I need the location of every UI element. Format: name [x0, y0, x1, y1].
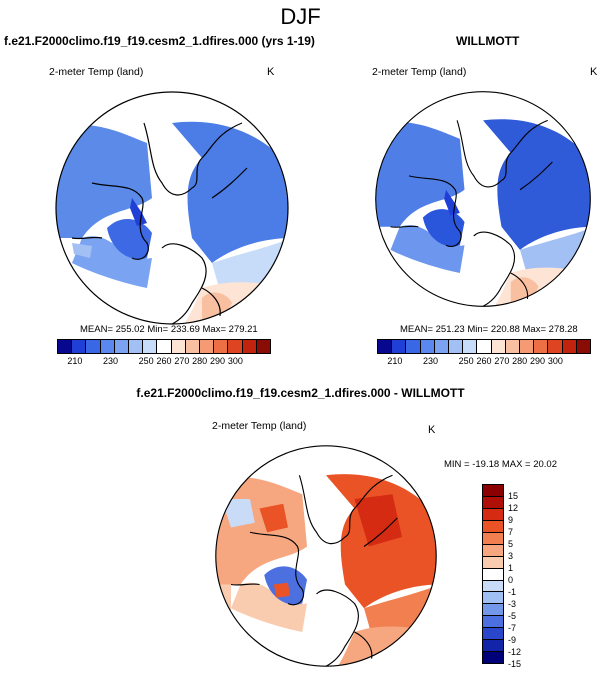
colorbar-tick-label: -9 [508, 635, 517, 645]
colorbar-swatch [114, 340, 130, 353]
colorbar-swatch [463, 340, 478, 353]
colorbar-swatch [420, 340, 435, 353]
colorbar-swatch [483, 544, 503, 557]
colorbar-tick-label: -1 [508, 587, 517, 597]
colorbar-swatch [483, 496, 503, 509]
colorbar-swatch [576, 340, 591, 353]
colorbar-swatch [483, 640, 503, 653]
diff-panel-case-title: f.e21.F2000climo.f19_f19.cesm2_1.dfires.… [136, 386, 465, 400]
colorbar-tick-label: 290 [209, 356, 226, 366]
colorbar-swatch [256, 340, 271, 353]
colorbar-tick-label: 15 [508, 491, 519, 501]
colorbar-swatch [483, 568, 503, 581]
colorbar-tick-label: 0 [508, 575, 514, 585]
colorbar-swatch [129, 340, 144, 353]
colorbar-tick-label: 270 [494, 356, 510, 366]
panel-1-colorbar-ticks: 210 230 250 260 270 280 290 300 [57, 356, 271, 368]
colorbar-tick-label: 300 [547, 356, 563, 366]
colorbar-tick-label: 280 [192, 356, 208, 366]
colorbar-swatch [242, 340, 257, 353]
panel-2-stats: MEAN= 251.23 Min= 220.88 Max= 278.28 [400, 324, 578, 335]
colorbar-swatch [483, 532, 503, 545]
colorbar-tick-label: 5 [508, 539, 514, 549]
colorbar-swatch [228, 340, 243, 353]
colorbar-swatch [406, 340, 421, 353]
diff-panel-units-label: K [428, 424, 436, 436]
colorbar-swatch [505, 340, 521, 353]
colorbar-tick-label: 1 [508, 563, 514, 573]
colorbar-swatch [534, 340, 549, 353]
colorbar-tick-label: 3 [508, 551, 514, 561]
colorbar-swatch [483, 592, 503, 605]
colorbar-tick-label: 300 [227, 356, 243, 366]
diff-panel-polar-map [215, 445, 437, 667]
panel-2-variable-label: 2-meter Temp (land) [372, 66, 467, 78]
panel-1-variable-label: 2-meter Temp (land) [49, 66, 144, 78]
colorbar-swatch [520, 340, 535, 353]
colorbar-tick-label: -3 [508, 599, 517, 609]
colorbar-tick-label: 260 [156, 356, 172, 366]
colorbar-tick-label: 210 [67, 356, 83, 366]
diff-panel-stats: MIN = -19.18 MAX = 20.02 [444, 459, 558, 470]
colorbar-swatch [483, 580, 503, 593]
panel-1-stats: MEAN= 255.02 Min= 233.69 Max= 279.21 [80, 324, 258, 335]
colorbar-swatch [483, 520, 503, 533]
main-title: DJF [280, 4, 321, 29]
colorbar-swatch [483, 628, 503, 641]
colorbar-swatch [483, 485, 503, 497]
colorbar-tick-label: 280 [512, 356, 528, 366]
panel-2-colorbar [377, 339, 591, 354]
colorbar-swatch [72, 340, 87, 353]
colorbar-tick-label: 260 [476, 356, 492, 366]
panel-1-case-title: f.e21.F2000climo.f19_f19.cesm2_1.dfires.… [4, 34, 315, 48]
colorbar-swatch [562, 340, 577, 353]
colorbar-swatch [86, 340, 101, 353]
colorbar-tick-label: 7 [508, 527, 514, 537]
colorbar-swatch [157, 340, 172, 353]
panel-2-case-title: WILLMOTT [456, 34, 520, 48]
colorbar-tick-label: 230 [102, 356, 119, 366]
colorbar-swatch [483, 556, 503, 569]
colorbar-tick-label: 270 [174, 356, 190, 366]
colorbar-tick-label: 250 [458, 356, 474, 366]
colorbar-swatch [378, 340, 393, 353]
colorbar-swatch [171, 340, 186, 353]
colorbar-tick-label: 230 [422, 356, 439, 366]
panel-2-units-label: K [590, 66, 598, 78]
diff-colorbar [482, 484, 504, 664]
colorbar-tick-label: 290 [529, 356, 546, 366]
colorbar-swatch [483, 604, 503, 617]
colorbar-tick-label: -7 [508, 623, 517, 633]
colorbar-swatch [185, 340, 201, 353]
colorbar-swatch [483, 616, 503, 629]
panel-1-colorbar [57, 339, 271, 354]
colorbar-tick-label: 12 [508, 503, 519, 513]
panel-2-polar-map [375, 91, 591, 307]
colorbar-tick-label: -12 [508, 647, 522, 657]
colorbar-swatch [200, 340, 215, 353]
panel-2-colorbar-ticks: 210 230 250 260 270 280 290 300 [377, 356, 591, 368]
colorbar-swatch [548, 340, 563, 353]
colorbar-tick-label: 210 [387, 356, 403, 366]
colorbar-swatch [143, 340, 158, 353]
colorbar-tick-label: -5 [508, 611, 517, 621]
colorbar-swatch [483, 652, 503, 664]
diff-panel-variable-label: 2-meter Temp (land) [212, 420, 307, 432]
colorbar-swatch [100, 340, 115, 353]
colorbar-swatch [477, 340, 492, 353]
colorbar-swatch [434, 340, 450, 353]
panel-1-units-label: K [267, 66, 275, 78]
colorbar-swatch [214, 340, 229, 353]
colorbar-swatch [449, 340, 464, 353]
panel-1-polar-map [55, 91, 289, 325]
colorbar-swatch [491, 340, 506, 353]
colorbar-swatch [392, 340, 407, 353]
colorbar-swatch [483, 508, 503, 521]
colorbar-tick-label: -15 [508, 659, 522, 669]
colorbar-tick-label: 9 [508, 515, 514, 525]
colorbar-tick-label: 250 [138, 356, 154, 366]
colorbar-swatch [58, 340, 73, 353]
